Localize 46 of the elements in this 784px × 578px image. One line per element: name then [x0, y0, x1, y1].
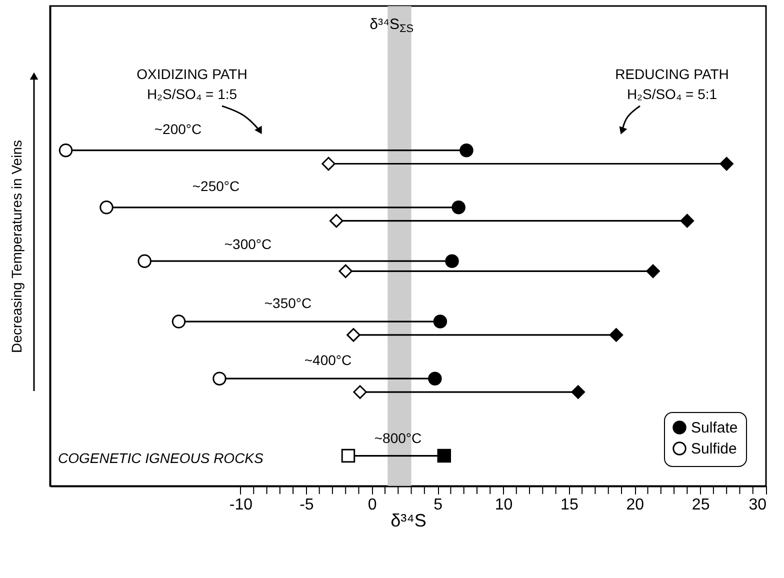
point [609, 328, 624, 342]
x-tick-label: 15 [560, 496, 578, 514]
point [138, 254, 152, 268]
annotation: ~400°C [304, 352, 352, 368]
x-tick-label: -5 [300, 496, 314, 514]
point [322, 156, 336, 171]
point [433, 314, 448, 328]
point [346, 328, 360, 342]
annotation: ~250°C [192, 178, 240, 194]
point [571, 385, 586, 399]
annotation: ~350°C [264, 295, 312, 311]
x-tick-label: 25 [692, 496, 710, 514]
legend-label: Sulfide [691, 440, 737, 458]
point [172, 314, 186, 328]
x-tick-label: -10 [229, 496, 253, 514]
point [452, 200, 466, 214]
point [330, 214, 344, 228]
text: H₂S/SO₄ = 5:1 [626, 86, 718, 102]
point [338, 264, 352, 278]
x-tick-label: 10 [494, 496, 513, 514]
x-axis-title: δ³⁴S [390, 510, 426, 530]
legend-label: Sulfate [691, 420, 738, 436]
point [58, 143, 73, 158]
text: ~200°C [154, 121, 202, 137]
annotation: COGENETIC IGNEOUS ROCKS [58, 450, 264, 466]
annotation: ~300°C [224, 236, 272, 252]
point [341, 448, 356, 463]
text: H₂S/SO₄ = 1:5 [146, 86, 238, 102]
point [428, 372, 442, 386]
point [680, 214, 694, 228]
point [100, 200, 114, 214]
x-tick-label: 0 [368, 496, 377, 514]
x-tick-label: 20 [626, 496, 644, 514]
text: REDUCING PATH [615, 66, 729, 82]
text: OXIDIZING PATH [136, 66, 248, 82]
point [353, 385, 367, 399]
x-tick-label: 5 [434, 496, 443, 514]
point [445, 254, 459, 268]
annotation: ~800°C [374, 430, 422, 446]
point [437, 448, 451, 463]
point [720, 156, 734, 171]
x-tick-label: 30 [748, 496, 767, 514]
point [212, 372, 226, 386]
y-axis-title: Decreasing Temperatures in Veins [8, 140, 24, 353]
point [646, 264, 660, 278]
point [460, 143, 474, 158]
